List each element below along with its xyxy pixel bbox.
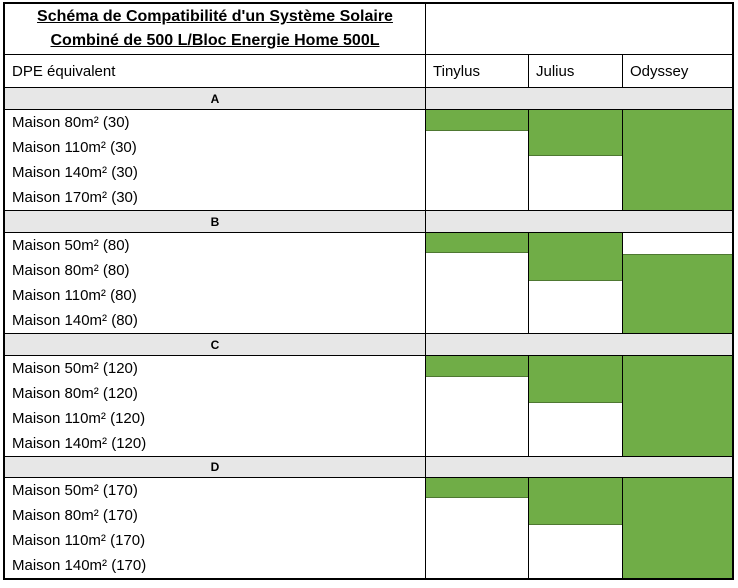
title-line-2: Combiné de 500 L/Bloc Energie Home 500L <box>50 32 380 49</box>
compatibility-bar <box>623 110 732 210</box>
section-c-col-tinylus <box>426 356 529 456</box>
section-a-band <box>426 87 732 110</box>
section-d-letter: D <box>5 456 426 478</box>
compatibility-bar <box>529 233 622 281</box>
compatibility-bar <box>529 478 622 525</box>
row-label-c3: Maison 110m² (120) <box>12 410 146 427</box>
row-label-c1: Maison 50m² (120) <box>12 360 138 377</box>
row-label-a1: Maison 80m² (30) <box>12 114 130 131</box>
section-b-col-julius <box>529 233 623 333</box>
column-header-julius: Julius <box>529 55 623 87</box>
section-c-letter: C <box>5 333 426 356</box>
section-a-row-labels: Maison 80m² (30) Maison 110m² (30) Maiso… <box>5 110 426 210</box>
table-title: Schéma de Compatibilité d'un Système Sol… <box>5 4 426 55</box>
compatibility-bar <box>623 356 732 456</box>
section-a-col-julius <box>529 110 623 210</box>
row-label-d3: Maison 110m² (170) <box>12 532 146 549</box>
row-label-a3: Maison 140m² (30) <box>12 164 138 181</box>
section-b-letter: B <box>5 210 426 233</box>
section-b-col-odyssey <box>623 233 732 333</box>
row-label-a4: Maison 170m² (30) <box>12 189 138 206</box>
row-label-d1: Maison 50m² (170) <box>12 482 138 499</box>
section-a-letter: A <box>5 87 426 110</box>
row-label-b4: Maison 140m² (80) <box>12 312 138 329</box>
title-spacer-cell <box>426 4 732 55</box>
section-a-col-tinylus <box>426 110 529 210</box>
section-c-col-julius <box>529 356 623 456</box>
section-d-band <box>426 456 732 478</box>
row-label-c2: Maison 80m² (120) <box>12 385 138 402</box>
section-d-col-odyssey <box>623 478 732 578</box>
row-label-c4: Maison 140m² (120) <box>12 435 147 452</box>
section-b-col-tinylus <box>426 233 529 333</box>
column-header-dpe: DPE équivalent <box>5 55 426 87</box>
section-b-row-labels: Maison 50m² (80) Maison 80m² (80) Maison… <box>5 233 426 333</box>
section-c-col-odyssey <box>623 356 732 456</box>
row-label-b1: Maison 50m² (80) <box>12 237 130 254</box>
section-c-row-labels: Maison 50m² (120) Maison 80m² (120) Mais… <box>5 356 426 456</box>
compatibility-bar <box>426 478 528 498</box>
column-header-tinylus: Tinylus <box>426 55 529 87</box>
row-label-d2: Maison 80m² (170) <box>12 507 138 524</box>
compatibility-table: Schéma de Compatibilité d'un Système Sol… <box>3 2 734 580</box>
section-d-row-labels: Maison 50m² (170) Maison 80m² (170) Mais… <box>5 478 426 578</box>
row-label-b3: Maison 110m² (80) <box>12 287 137 304</box>
section-c-band <box>426 333 732 356</box>
section-d-col-tinylus <box>426 478 529 578</box>
row-label-b2: Maison 80m² (80) <box>12 262 130 279</box>
title-line-1: Schéma de Compatibilité d'un Système Sol… <box>37 8 393 25</box>
section-d-col-julius <box>529 478 623 578</box>
compatibility-bar <box>426 233 528 253</box>
section-b-band <box>426 210 732 233</box>
section-a-col-odyssey <box>623 110 732 210</box>
compatibility-bar <box>529 110 622 156</box>
row-label-d4: Maison 140m² (170) <box>12 557 147 574</box>
compatibility-bar <box>529 356 622 403</box>
row-label-a2: Maison 110m² (30) <box>12 139 137 156</box>
column-header-odyssey: Odyssey <box>630 62 689 80</box>
compatibility-bar <box>623 478 732 578</box>
compatibility-bar <box>623 254 732 333</box>
compatibility-bar <box>426 356 528 377</box>
compatibility-bar <box>426 110 528 131</box>
